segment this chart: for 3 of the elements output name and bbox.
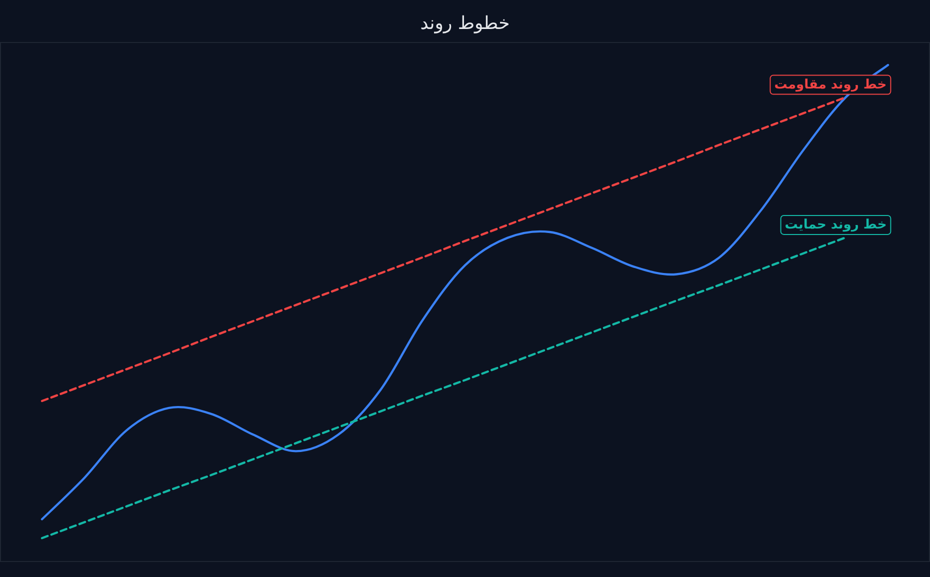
annotation: خط روند حمایت (784, 217, 887, 232)
annotation: خط روند مقاومت (774, 77, 887, 92)
chart-title: خطوط روند (420, 13, 510, 34)
